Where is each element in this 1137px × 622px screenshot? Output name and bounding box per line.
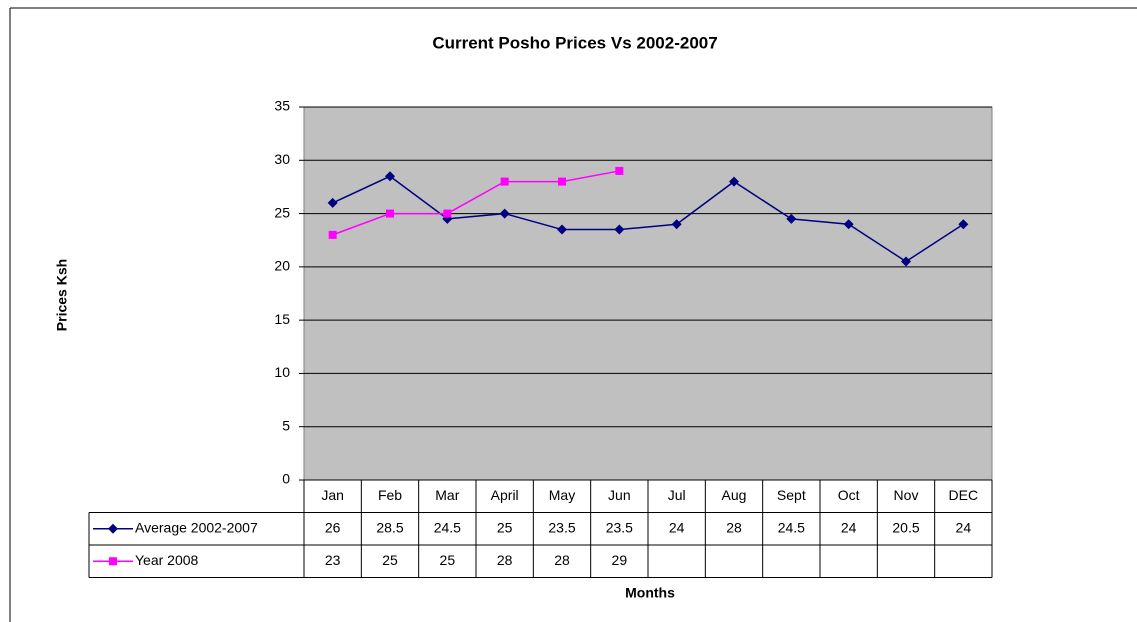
x-axis-label: Months <box>625 585 675 601</box>
y-tick-label: 5 <box>282 417 290 433</box>
series-line <box>332 175 964 263</box>
table-value: 28 <box>726 519 742 535</box>
y-tick-label: 15 <box>274 311 290 327</box>
marker <box>328 230 337 239</box>
marker <box>109 557 117 566</box>
marker <box>901 256 911 267</box>
legend-label: Average 2002-2007 <box>135 519 258 535</box>
x-tick-label: Nov <box>894 487 919 503</box>
x-tick-label: May <box>549 487 575 503</box>
table-value: 23.5 <box>548 519 575 535</box>
chart-title: Current Posho Prices Vs 2002-2007 <box>432 33 717 52</box>
table-value: 24.5 <box>778 519 805 535</box>
marker <box>443 209 452 218</box>
x-tick-label: DEC <box>949 487 979 503</box>
x-tick-label: Jul <box>668 487 686 503</box>
x-tick-label: April <box>491 487 519 503</box>
y-tick-label: 0 <box>282 471 290 487</box>
x-tick-label: Oct <box>838 487 860 503</box>
x-tick-label: Jun <box>608 487 631 503</box>
table-value: 26 <box>325 519 341 535</box>
table-value: 25 <box>382 552 398 568</box>
y-tick-label: 20 <box>274 258 290 274</box>
marker <box>386 209 394 218</box>
x-tick-label: Jan <box>321 487 344 503</box>
marker <box>385 171 395 182</box>
table-value: 23 <box>325 552 341 568</box>
table-value: 24 <box>841 519 857 535</box>
marker <box>958 219 969 230</box>
x-tick-label: Aug <box>722 487 747 503</box>
plot-area <box>303 106 993 481</box>
table-value: 20.5 <box>892 519 919 535</box>
series-line <box>332 170 620 236</box>
y-axis-label: Prices Ksh <box>54 259 70 331</box>
marker <box>614 224 625 235</box>
table-value: 24.5 <box>434 519 461 535</box>
x-tick-label: Feb <box>378 487 402 503</box>
marker <box>558 177 566 186</box>
table-value: 25 <box>497 519 513 535</box>
legend-label: Year 2008 <box>135 552 199 568</box>
y-tick-label: 10 <box>274 364 290 380</box>
marker <box>615 166 624 175</box>
table-value: 29 <box>612 552 628 568</box>
table-value: 28.5 <box>376 519 403 535</box>
table-value: 28 <box>554 552 570 568</box>
marker <box>729 176 739 187</box>
table-value: 24 <box>669 519 685 535</box>
marker <box>557 224 567 235</box>
marker <box>499 208 510 219</box>
marker <box>843 219 854 230</box>
marker <box>671 219 682 230</box>
marker <box>327 197 338 208</box>
table-value: 23.5 <box>606 519 633 535</box>
table-value: 24 <box>956 519 972 535</box>
y-tick-label: 30 <box>274 151 290 167</box>
marker <box>500 177 509 186</box>
y-tick-label: 35 <box>274 98 290 114</box>
marker <box>786 213 797 224</box>
marker <box>108 523 118 534</box>
y-tick-label: 25 <box>274 204 290 220</box>
table-value: 25 <box>440 552 456 568</box>
x-tick-label: Mar <box>435 487 459 503</box>
x-tick-label: Sept <box>777 487 806 503</box>
table-value: 28 <box>497 552 513 568</box>
